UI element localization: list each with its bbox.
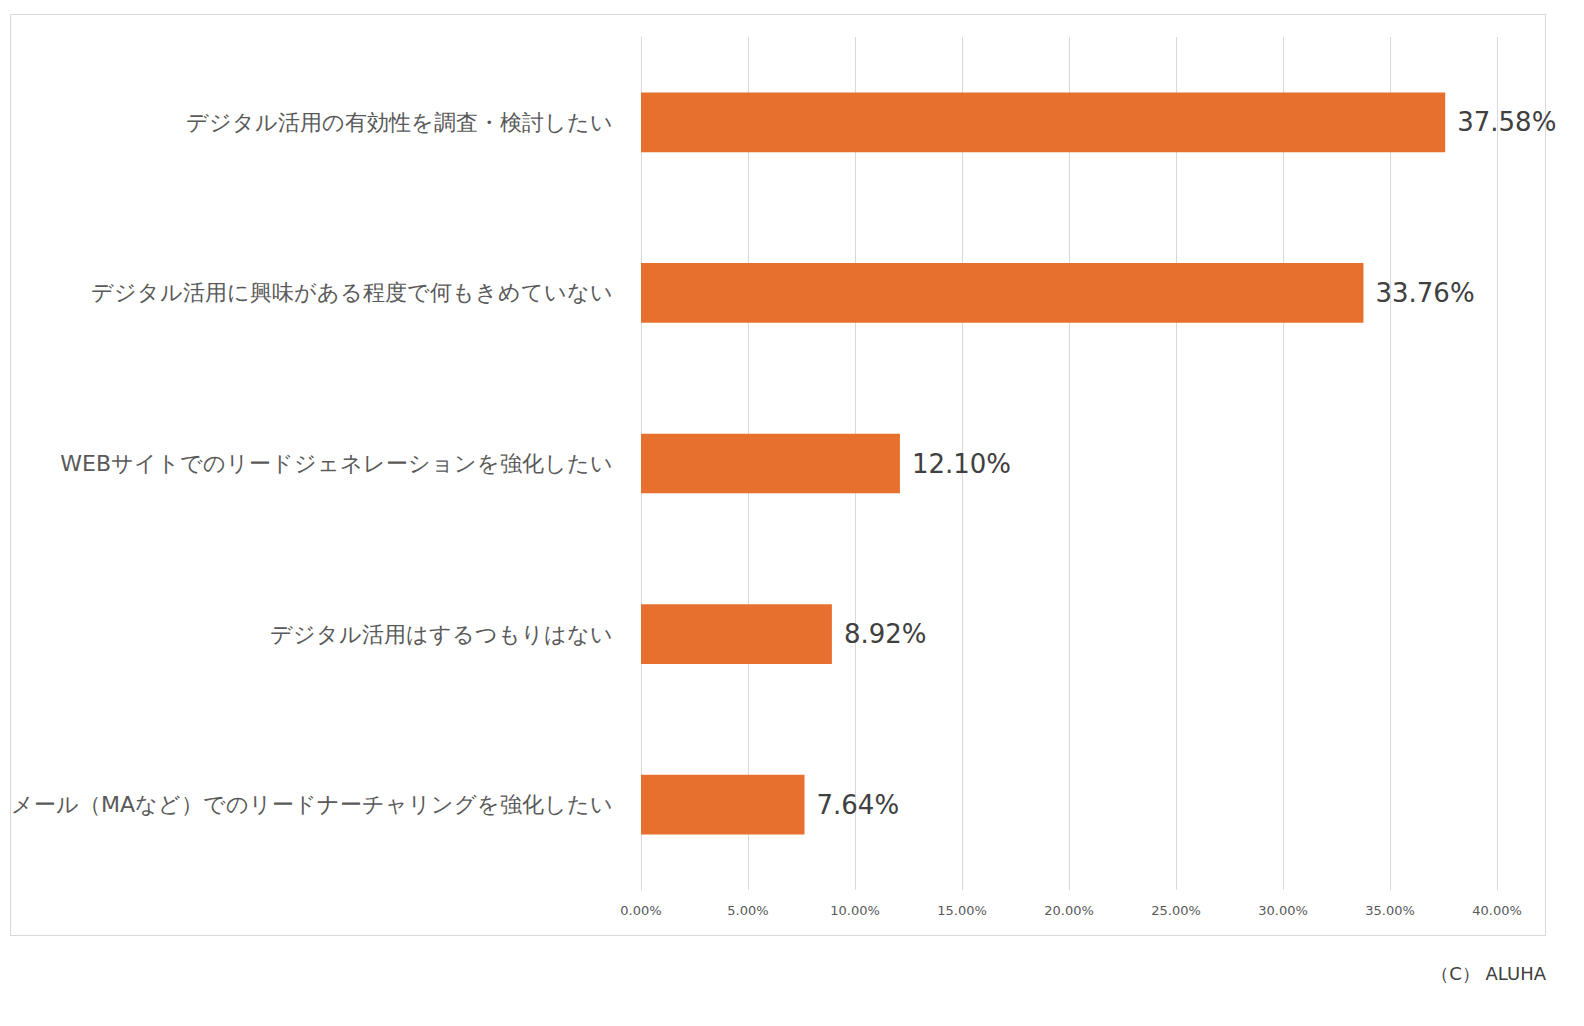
svg-text:15.00%: 15.00% (937, 903, 987, 918)
svg-text:30.00%: 30.00% (1258, 903, 1308, 918)
svg-text:デジタル活用の有効性を調査・検討したい: デジタル活用の有効性を調査・検討したい (186, 110, 613, 135)
svg-text:5.00%: 5.00% (727, 903, 768, 918)
svg-text:（C） ALUHA: （C） ALUHA (1431, 963, 1546, 984)
svg-text:8.92%: 8.92% (844, 619, 927, 649)
svg-text:0.00%: 0.00% (620, 903, 661, 918)
svg-text:デジタル活用はするつもりはない: デジタル活用はするつもりはない (270, 622, 613, 647)
svg-text:メール（MAなど）でのリードナーチャリングを強化したい: メール（MAなど）でのリードナーチャリングを強化したい (11, 792, 613, 817)
svg-text:10.00%: 10.00% (830, 903, 880, 918)
svg-text:7.64%: 7.64% (816, 790, 899, 820)
svg-text:33.76%: 33.76% (1375, 278, 1474, 308)
svg-text:デジタル活用に興味がある程度で何もきめていない: デジタル活用に興味がある程度で何もきめていない (91, 280, 613, 305)
svg-text:12.10%: 12.10% (912, 449, 1011, 479)
svg-text:25.00%: 25.00% (1151, 903, 1201, 918)
svg-text:37.58%: 37.58% (1457, 107, 1556, 137)
svg-text:40.00%: 40.00% (1472, 903, 1522, 918)
svg-text:WEBサイトでのリードジェネレーションを強化したい: WEBサイトでのリードジェネレーションを強化したい (60, 451, 613, 476)
svg-text:35.00%: 35.00% (1365, 903, 1415, 918)
svg-text:20.00%: 20.00% (1044, 903, 1094, 918)
